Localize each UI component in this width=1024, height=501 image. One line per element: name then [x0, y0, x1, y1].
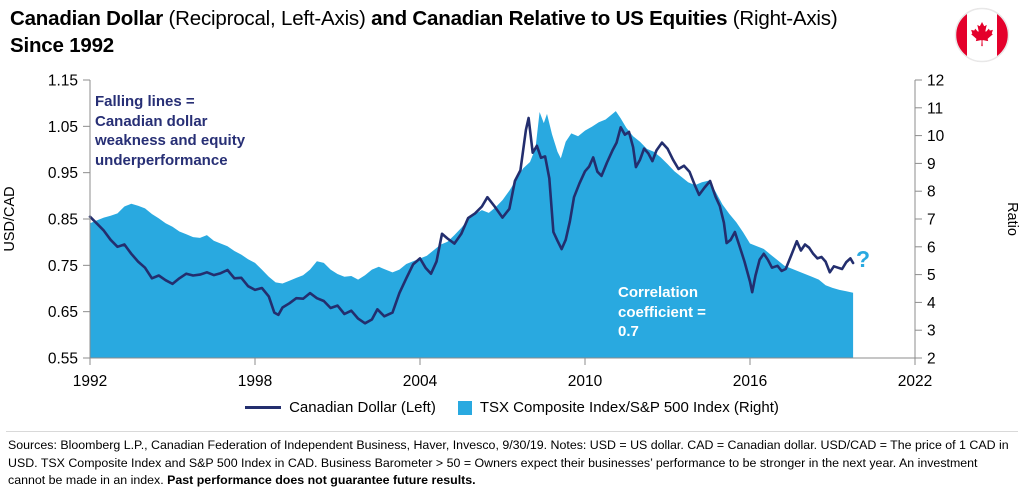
legend-label-canadian-dollar: Canadian Dollar (Left) [289, 399, 436, 416]
svg-text:1.15: 1.15 [48, 73, 78, 90]
svg-text:Ratio: Ratio [1004, 202, 1020, 236]
svg-text:1.05: 1.05 [48, 119, 78, 136]
footer-disclosure: Sources: Bloomberg L.P., Canadian Federa… [8, 437, 1016, 490]
tsx-area-swatch-icon [457, 400, 472, 415]
chart-svg: 1.15 1.05 0.95 0.85 0.75 0.65 0.55 12 11 10 9 8 7 6 5 4… [2, 73, 1020, 391]
chart-legend: Canadian Dollar (Left) TSX Composite Ind… [0, 399, 1024, 416]
svg-text:2022: 2022 [898, 373, 932, 390]
legend-item-tsx-ratio: TSX Composite Index/S&P 500 Index (Right… [457, 399, 779, 416]
footer-bold-text: Past performance does not guarantee futu… [167, 473, 476, 488]
svg-text:1998: 1998 [238, 373, 272, 390]
svg-text:6: 6 [927, 239, 936, 256]
svg-text:8: 8 [927, 184, 936, 201]
title-segment-normal-1: (Reciprocal, Left-Axis) [163, 7, 372, 30]
svg-text:4: 4 [927, 295, 936, 312]
svg-text:5: 5 [927, 267, 936, 284]
page-title-line1: Canadian Dollar (Reciprocal, Left-Axis) … [10, 5, 950, 32]
svg-text:0.75: 0.75 [48, 258, 78, 275]
svg-text:2016: 2016 [733, 373, 767, 390]
title-segment-bold-1: Canadian Dollar [10, 7, 164, 30]
svg-text:0.55: 0.55 [48, 351, 78, 368]
svg-text:11: 11 [927, 100, 943, 117]
footer-sources-text: Sources: Bloomberg L.P., Canadian Federa… [8, 438, 1009, 488]
svg-text:0.85: 0.85 [48, 212, 78, 229]
svg-text:2: 2 [927, 351, 936, 368]
svg-text:10: 10 [927, 128, 945, 145]
svg-text:2010: 2010 [568, 373, 603, 390]
svg-text:2004: 2004 [403, 373, 438, 390]
svg-text:1992: 1992 [73, 373, 107, 390]
svg-text:3: 3 [927, 323, 936, 340]
title-segment-normal-2: (Right-Axis) [727, 7, 838, 30]
canada-flag-icon [954, 7, 1010, 63]
svg-text:7: 7 [927, 212, 936, 229]
svg-text:0.65: 0.65 [48, 304, 78, 321]
svg-text:0.95: 0.95 [48, 165, 78, 182]
footer-divider [6, 431, 1018, 432]
cad-line-swatch-icon [245, 406, 282, 409]
chart-area: 1.15 1.05 0.95 0.85 0.75 0.65 0.55 12 11 10 9 8 7 6 5 4… [0, 60, 1024, 400]
svg-text:9: 9 [927, 156, 936, 173]
legend-label-tsx-ratio: TSX Composite Index/S&P 500 Index (Right… [479, 399, 779, 416]
page-title: Canadian Dollar (Reciprocal, Left-Axis) … [10, 5, 950, 59]
title-segment-bold-2: and Canadian Relative to US Equities [371, 7, 728, 30]
svg-text:USD/CAD: USD/CAD [2, 186, 18, 251]
legend-item-canadian-dollar: Canadian Dollar (Left) [245, 399, 436, 416]
svg-text:12: 12 [927, 73, 944, 90]
page-title-line2: Since 1992 [10, 34, 114, 58]
